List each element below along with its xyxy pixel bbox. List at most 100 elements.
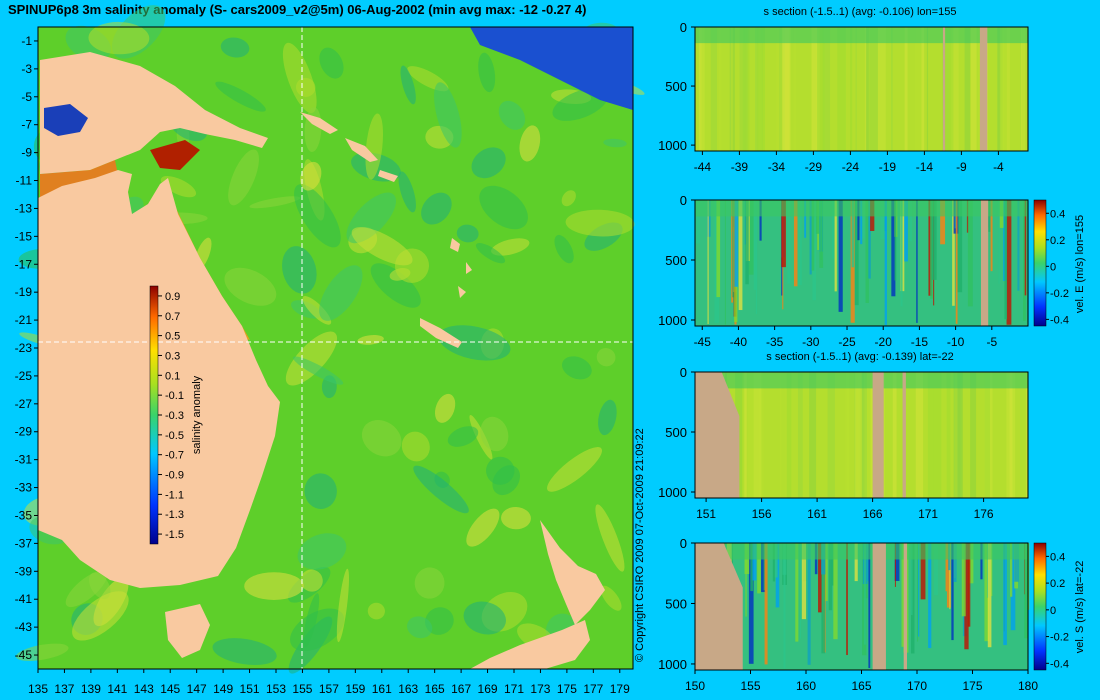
map-y-tick-label: -17 xyxy=(15,257,33,271)
section-x-tick-label: -15 xyxy=(911,335,929,349)
section-streak xyxy=(930,200,933,299)
section-y-tick-label: 1000 xyxy=(658,138,687,153)
vel-south-colorbar-label: vel. S (m/s) lat=-22 xyxy=(1074,561,1086,654)
map-swirl xyxy=(361,420,402,457)
salinity-colorbar-ramp xyxy=(149,285,159,545)
section-x-tick-label: 176 xyxy=(974,507,994,521)
section-streak xyxy=(753,372,762,498)
section-y-tick-label: 500 xyxy=(665,425,687,440)
map-y-tick-label: -1 xyxy=(21,34,32,48)
section-x-tick-label: 165 xyxy=(851,679,871,693)
map-swirl xyxy=(297,533,347,570)
section-streak xyxy=(707,200,709,325)
map-x-tick-label: 165 xyxy=(425,682,445,696)
section-streak xyxy=(1022,200,1026,321)
map-swirl xyxy=(501,507,531,530)
section-streak xyxy=(804,200,807,238)
map-x-tick-label: 145 xyxy=(160,682,180,696)
map-swirl xyxy=(565,209,635,237)
section-streak xyxy=(753,200,758,290)
section-y-tick-label: 0 xyxy=(680,20,687,35)
section-streak xyxy=(782,27,791,151)
map-x-tick-label: 171 xyxy=(504,682,524,696)
map-x-tick-label: 139 xyxy=(81,682,101,696)
section-streak xyxy=(748,200,754,275)
section-streak xyxy=(854,200,859,306)
section-land xyxy=(942,27,946,151)
section-streak xyxy=(811,27,820,151)
map-swirl xyxy=(88,572,111,600)
map-swirl xyxy=(319,265,363,321)
section-panels: s section (-1.5..1) (avg: -0.106) lon=15… xyxy=(658,6,1086,693)
section-y-tick-label: 500 xyxy=(665,596,687,611)
section-streak xyxy=(1009,372,1013,498)
map-swirl xyxy=(600,585,622,611)
map-swirl xyxy=(478,52,496,93)
map-swirl xyxy=(401,431,430,462)
section-streak xyxy=(957,200,963,293)
velocity-colorbar-tick-label: 0.4 xyxy=(1050,208,1065,220)
section-streak xyxy=(953,372,956,498)
section-streak xyxy=(920,543,926,600)
section-x-tick-label: 171 xyxy=(918,507,938,521)
map-swirl xyxy=(438,325,511,361)
section-streak xyxy=(952,200,955,306)
section-streak xyxy=(880,200,885,240)
section-streak xyxy=(984,372,990,498)
section-streak xyxy=(838,200,843,312)
section-land xyxy=(695,372,740,498)
salinity-colorbar-tick-label: 0.9 xyxy=(165,291,180,303)
section-streak xyxy=(786,372,792,498)
map-y-tick-label: -35 xyxy=(15,508,33,522)
section-surface-layer xyxy=(695,200,1028,217)
section-streak xyxy=(757,27,765,151)
section-streak xyxy=(894,200,897,281)
section-frame xyxy=(694,199,1029,327)
section-streak xyxy=(953,372,963,498)
velocity-colorbar-tick-label: 0 xyxy=(1050,605,1056,617)
map-swirl xyxy=(224,267,277,306)
section-streak xyxy=(946,543,951,608)
section-streak xyxy=(860,200,863,245)
section-streak xyxy=(827,372,835,498)
section-streak xyxy=(926,27,929,151)
section-streak xyxy=(917,543,920,637)
section-streak xyxy=(855,27,857,151)
section-streak xyxy=(730,27,734,151)
section-streak xyxy=(752,543,757,581)
map-x-tick-label: 159 xyxy=(345,682,365,696)
section-streak xyxy=(915,27,922,151)
section-streak xyxy=(761,543,766,593)
map-swirl xyxy=(15,643,69,661)
section-streak xyxy=(816,27,825,151)
section-streak xyxy=(707,200,711,237)
section-streak xyxy=(970,372,977,498)
section-streak xyxy=(745,543,747,617)
map-swirl xyxy=(300,569,323,592)
section-streak xyxy=(837,27,846,151)
section-streak xyxy=(759,200,762,241)
map-y-tick-label: -23 xyxy=(15,341,33,355)
map-swirl xyxy=(596,348,616,367)
salinity-colorbar-tick-label: -1.3 xyxy=(165,509,184,521)
salinity-colorbar-ticks: 0.9 0.7 0.5 0.3 0.1 -0.1 -0.3 -0.5 -0.7 -0.9 -1.1 -… xyxy=(158,291,184,541)
map-swirl xyxy=(300,161,322,191)
map-swirl xyxy=(595,504,625,572)
section-streak xyxy=(861,200,865,239)
australia-land xyxy=(38,170,280,588)
velocity-colorbar-tick-label: 0.4 xyxy=(1050,551,1065,563)
section-x-tick-label: 180 xyxy=(1018,679,1038,693)
velocity-colorbar-ramp xyxy=(1033,542,1047,671)
section-streak xyxy=(970,27,977,151)
map-x-tick-label: 147 xyxy=(187,682,207,696)
section-streak xyxy=(892,372,897,498)
section-land xyxy=(872,372,884,498)
map-x-tick-label: 179 xyxy=(610,682,630,696)
map-swirl xyxy=(351,227,413,266)
section-streak xyxy=(860,372,867,498)
section-streak xyxy=(799,543,802,639)
section-streak xyxy=(801,543,807,620)
map-swirl xyxy=(285,331,338,386)
section-streak xyxy=(868,543,871,669)
section-streak xyxy=(818,543,822,613)
